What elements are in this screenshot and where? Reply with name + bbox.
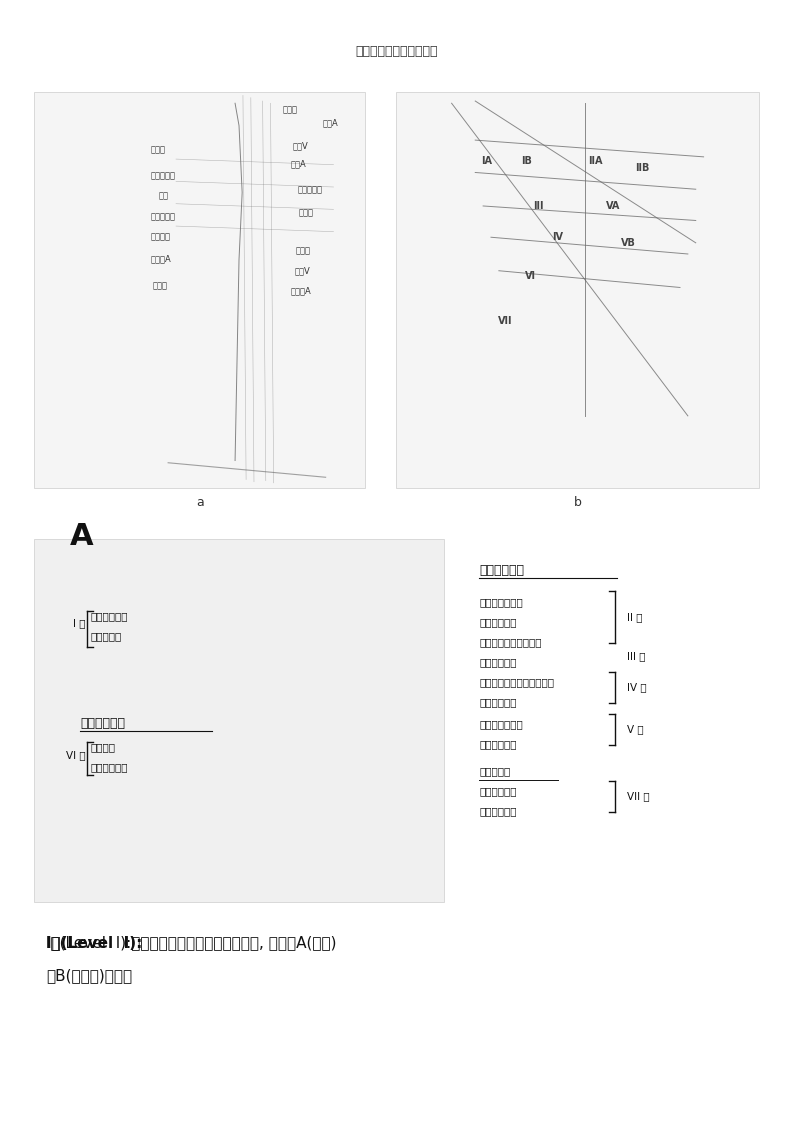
Text: 下颌舌骨肌: 下颌舌骨肌 [151, 172, 176, 181]
Text: 上颈部淋巴结: 上颈部淋巴结 [479, 617, 517, 627]
Text: 颏下淋巴结: 颏下淋巴结 [91, 632, 122, 642]
Text: 侧方区淋巴结: 侧方区淋巴结 [479, 564, 524, 578]
Text: 肩胛舌骨肌: 肩胛舌骨肌 [151, 213, 176, 222]
Text: VII: VII [498, 316, 512, 327]
Text: 气管旁淋巴结: 气管旁淋巴结 [91, 762, 128, 772]
Text: 斜方肌: 斜方肌 [299, 209, 314, 218]
Text: 中央区淋巴结: 中央区淋巴结 [80, 717, 125, 730]
Text: IA: IA [481, 156, 492, 166]
Text: IIB: IIB [635, 163, 649, 173]
Text: I 组: I 组 [73, 618, 86, 628]
Text: 锁骨下淋巴结: 锁骨下淋巴结 [479, 787, 517, 797]
Text: A: A [70, 522, 94, 551]
Text: 下副神经淋巴结: 下副神经淋巴结 [479, 719, 523, 729]
Text: 左颈总A: 左颈总A [290, 286, 311, 295]
Text: IV: IV [553, 232, 563, 242]
Text: 下颌下淋巴结: 下颌下淋巴结 [91, 611, 128, 622]
Text: III 组: III 组 [627, 652, 646, 662]
Text: a: a [196, 496, 204, 509]
Text: b: b [573, 496, 581, 509]
Text: 纵膈淋巴结: 纵膈淋巴结 [479, 766, 511, 776]
FancyBboxPatch shape [34, 92, 365, 488]
Text: IV 组: IV 组 [627, 682, 647, 692]
Text: Ⅰ区(Level  Ⅰ):包括颏下及下颌下区的淋巴结群, 又分为A(颏下): Ⅰ区(Level Ⅰ):包括颏下及下颌下区的淋巴结群, 又分为A(颏下) [46, 935, 336, 950]
Text: VI: VI [525, 272, 536, 282]
Text: 颈内V: 颈内V [294, 266, 310, 275]
Text: VII 组: VII 组 [627, 791, 649, 801]
Text: 右颈总A: 右颈总A [151, 254, 171, 263]
Text: V 组: V 组 [627, 725, 644, 735]
Text: III: III [533, 201, 543, 211]
Text: 甲状腺淋巴结分区示意图: 甲状腺淋巴结分区示意图 [355, 45, 438, 58]
FancyBboxPatch shape [396, 92, 759, 488]
Text: IB: IB [521, 156, 532, 166]
Text: VA: VA [606, 201, 620, 211]
Text: 颈内A: 颈内A [291, 159, 307, 168]
Text: 锁骨上淋巴结: 锁骨上淋巴结 [479, 739, 517, 749]
Text: Ⅰ区(Level  Ⅰ):: Ⅰ区(Level Ⅰ): [46, 935, 143, 950]
Text: 颈内A: 颈内A [323, 119, 339, 128]
Text: 颈内静脉肩胛舌骨肌淋巴结: 颈内静脉肩胛舌骨肌淋巴结 [479, 677, 554, 687]
Text: 颈内静脉二腹肌淋巴结: 颈内静脉二腹肌淋巴结 [479, 637, 542, 647]
Text: 下颈部淋巴结: 下颈部淋巴结 [479, 697, 517, 707]
Text: II 组: II 组 [627, 611, 642, 622]
Text: 舌骨: 舌骨 [159, 192, 169, 201]
Text: 环状软骨: 环状软骨 [151, 232, 170, 241]
Text: 与B(下颌下)两区。: 与B(下颌下)两区。 [46, 968, 132, 984]
Text: VB: VB [622, 238, 636, 248]
Text: 气管前和: 气管前和 [91, 742, 116, 752]
Text: 二腹肌: 二腹肌 [151, 146, 166, 155]
Text: 斜方肌: 斜方肌 [296, 246, 311, 255]
Text: 颌下腺: 颌下腺 [282, 105, 297, 114]
Text: 胸骨柄: 胸骨柄 [152, 282, 167, 291]
Text: IIA: IIA [588, 156, 602, 166]
FancyBboxPatch shape [34, 539, 444, 901]
Text: 颈内V: 颈内V [293, 141, 308, 150]
Text: 上副神经淋巴结: 上副神经淋巴结 [479, 597, 523, 607]
Text: 中颈部淋巴结: 中颈部淋巴结 [479, 657, 517, 666]
Text: 前纵膈淋巴结: 前纵膈淋巴结 [479, 807, 517, 817]
Text: 胸锁乳突肌: 胸锁乳突肌 [297, 186, 322, 195]
Text: VI 组: VI 组 [66, 751, 86, 761]
